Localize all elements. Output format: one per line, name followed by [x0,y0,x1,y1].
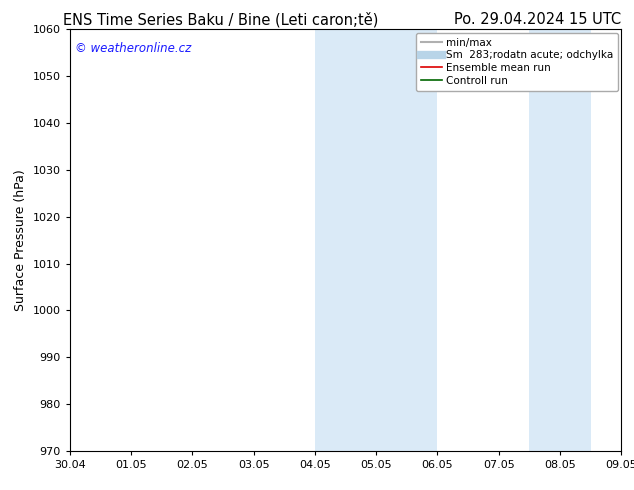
Legend: min/max, Sm  283;rodatn acute; odchylka, Ensemble mean run, Controll run: min/max, Sm 283;rodatn acute; odchylka, … [415,32,618,91]
Text: © weatheronline.cz: © weatheronline.cz [75,42,191,55]
Bar [315,29,437,451]
Text: Po. 29.04.2024 15 UTC: Po. 29.04.2024 15 UTC [454,12,621,27]
Y-axis label: Surface Pressure (hPa): Surface Pressure (hPa) [14,169,27,311]
Text: ENS Time Series Baku / Bine (Leti caron;tě): ENS Time Series Baku / Bine (Leti caron;… [63,12,378,28]
Bar [529,29,591,451]
